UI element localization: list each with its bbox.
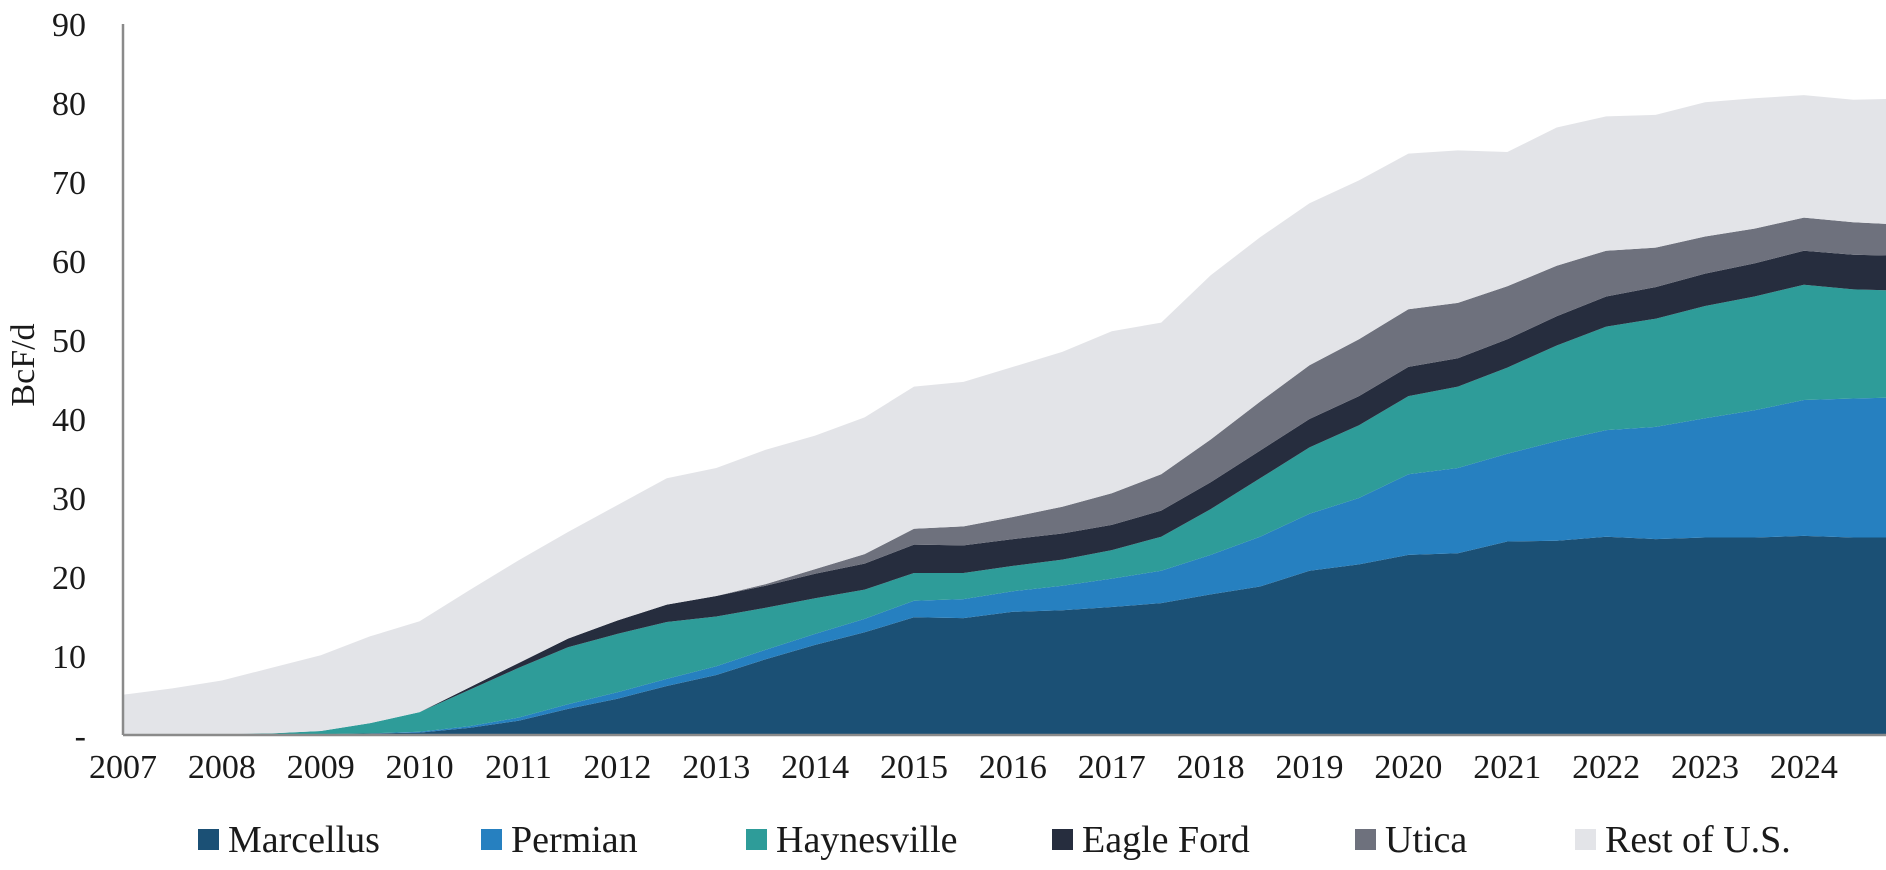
area-series-group [123, 95, 1886, 735]
area-marcellus [123, 535, 1886, 735]
y-tick-label: 80 [52, 86, 86, 123]
legend-label: Utica [1385, 819, 1467, 861]
y-tick-label: 60 [52, 244, 86, 281]
y-tick-label: - [75, 718, 86, 755]
y-tick-label: 10 [52, 639, 86, 676]
x-tick-label: 2021 [1473, 749, 1541, 786]
legend-swatch [1052, 829, 1073, 850]
x-tick-label: 2022 [1572, 749, 1640, 786]
x-tick-label: 2008 [188, 749, 256, 786]
x-tick-label: 2010 [386, 749, 454, 786]
area-utica [123, 217, 1886, 735]
x-tick-label: 2011 [485, 749, 552, 786]
x-tick-label: 2007 [89, 749, 157, 786]
y-tick-label: 50 [52, 323, 86, 360]
x-tick-label: 2013 [682, 749, 750, 786]
legend-swatch [198, 829, 219, 850]
x-tick-label: 2012 [583, 749, 651, 786]
y-tick-label: 30 [52, 481, 86, 518]
y-tick-label: 70 [52, 165, 86, 202]
y-axis-ticks: - 10 20 30 40 50 60 70 80 90 [52, 7, 86, 755]
x-tick-label: 2016 [979, 749, 1047, 786]
x-tick-label: 2024 [1770, 749, 1838, 786]
area-rest-of-u-s [123, 95, 1886, 735]
legend-swatch [1355, 829, 1376, 850]
x-tick-label: 2017 [1078, 749, 1146, 786]
legend-swatch [746, 829, 767, 850]
legend-swatch [481, 829, 502, 850]
x-tick-label: 2014 [781, 749, 849, 786]
area-eagle-ford [123, 250, 1886, 735]
y-axis-title: BcF/d [5, 323, 42, 406]
legend-label: Permian [511, 819, 638, 861]
legend: Marcellus Permian Haynesville Eagle Ford Uti… [198, 819, 1791, 861]
y-tick-label: 40 [52, 402, 86, 439]
area-permian [123, 397, 1886, 735]
x-tick-label: 2020 [1374, 749, 1442, 786]
x-axis-ticks: 2007 2008 2009 2010 2011 2012 2013 2014 2015 2016… [89, 749, 1838, 786]
x-tick-label: 2019 [1276, 749, 1344, 786]
legend-label: Marcellus [228, 819, 380, 861]
legend-label: Rest of U.S. [1605, 819, 1791, 861]
legend-label: Eagle Ford [1082, 819, 1250, 861]
y-tick-label: 90 [52, 7, 86, 44]
x-tick-label: 2023 [1671, 749, 1739, 786]
area-haynesville [123, 284, 1886, 735]
x-tick-label: 2009 [287, 749, 355, 786]
legend-label: Haynesville [776, 819, 958, 861]
y-tick-label: 20 [52, 560, 86, 597]
x-tick-label: 2015 [880, 749, 948, 786]
x-tick-label: 2018 [1177, 749, 1245, 786]
legend-swatch [1575, 829, 1596, 850]
